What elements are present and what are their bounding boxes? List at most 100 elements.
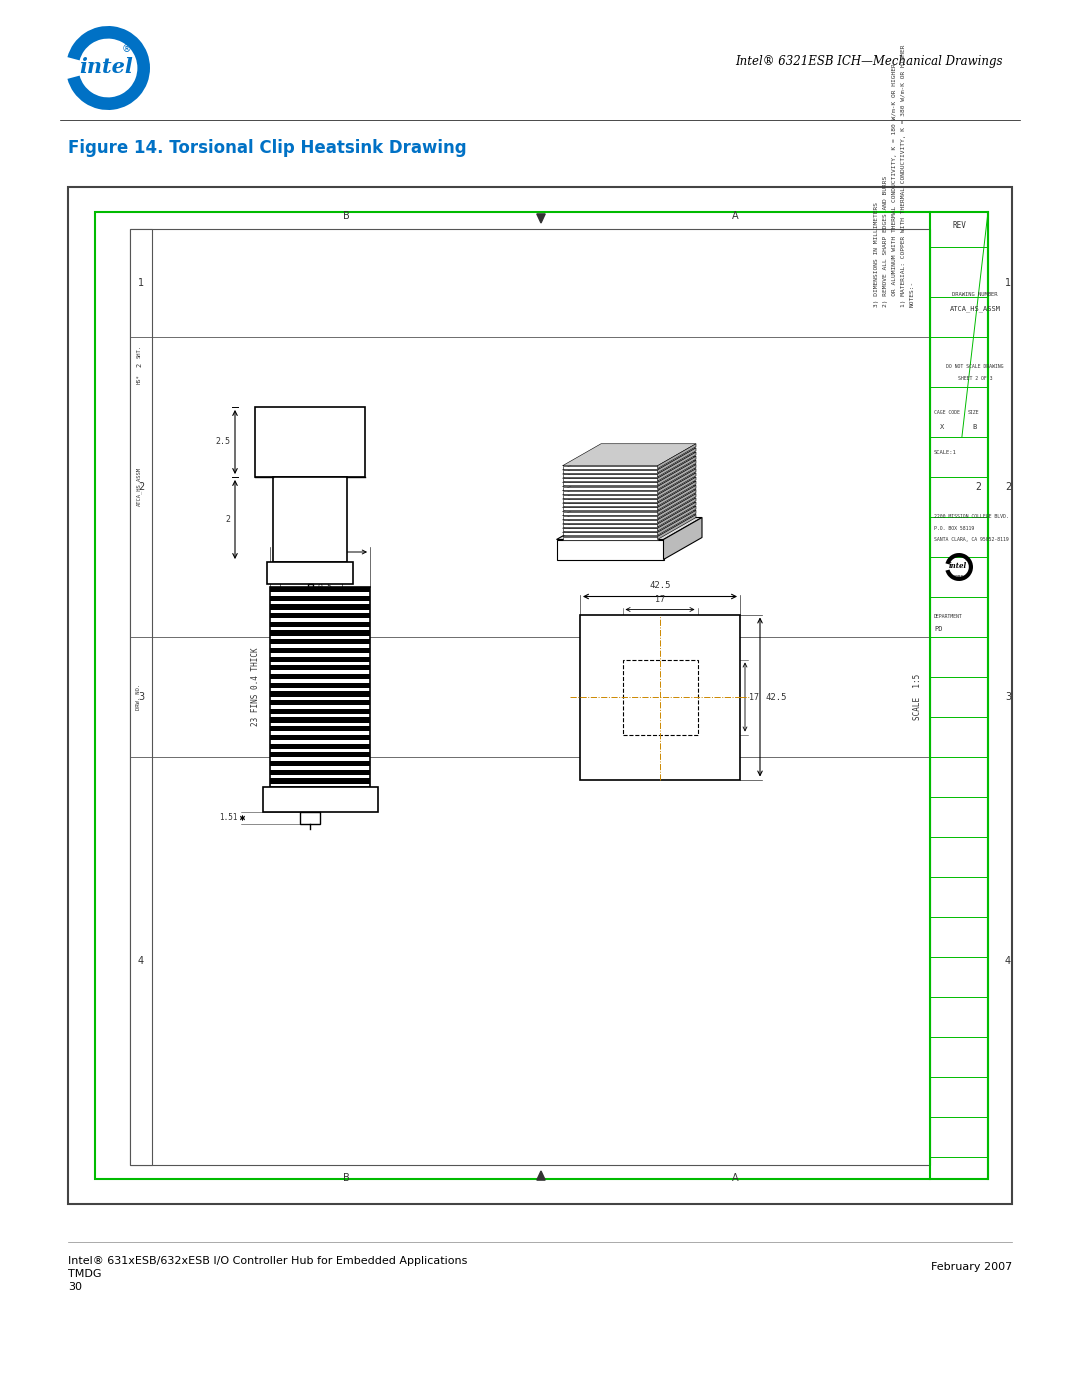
Text: 2.5: 2.5 [215, 437, 230, 447]
Bar [130, 229, 930, 1165]
Polygon shape [563, 502, 696, 524]
Polygon shape [537, 1171, 545, 1180]
Text: 1: 1 [1004, 278, 1011, 288]
Polygon shape [658, 461, 696, 485]
Text: DRAWING NUMBER: DRAWING NUMBER [953, 292, 998, 298]
Polygon shape [563, 524, 658, 527]
Polygon shape [563, 520, 658, 522]
Polygon shape [563, 514, 696, 536]
Bar [270, 587, 370, 787]
Text: SCALE  1:5: SCALE 1:5 [914, 673, 922, 719]
Text: CAGE CODE: CAGE CODE [934, 409, 960, 415]
Bar [270, 743, 370, 749]
Text: 42.5: 42.5 [765, 693, 786, 701]
Polygon shape [658, 502, 696, 527]
Polygon shape [563, 486, 658, 489]
Polygon shape [658, 474, 696, 497]
Polygon shape [563, 457, 696, 478]
Polygon shape [537, 214, 545, 224]
Polygon shape [563, 453, 696, 474]
Bar [270, 592, 370, 595]
Polygon shape [658, 485, 696, 510]
Text: A: A [732, 1173, 739, 1183]
Text: DO NOT SCALE DRAWING: DO NOT SCALE DRAWING [946, 365, 1003, 369]
Polygon shape [563, 469, 696, 490]
Text: Intel® 631xESB/632xESB I/O Controller Hub for Embedded Applications: Intel® 631xESB/632xESB I/O Controller Hu… [68, 1256, 468, 1266]
Text: SIZE: SIZE [968, 409, 980, 415]
Bar [267, 562, 353, 584]
Bar [68, 187, 1012, 1204]
Bar [270, 757, 370, 761]
Bar [270, 784, 370, 787]
Polygon shape [563, 474, 696, 495]
Bar [270, 613, 370, 619]
Text: B: B [972, 425, 976, 430]
Text: OR ALUMINUM WITH THERMAL CONDUCTIVITY, K = 180 W/m-K OR HIGHER: OR ALUMINUM WITH THERMAL CONDUCTIVITY, K… [892, 63, 897, 307]
Text: 42.5: 42.5 [649, 581, 671, 590]
Polygon shape [563, 499, 658, 502]
Polygon shape [563, 532, 658, 535]
Polygon shape [563, 507, 658, 510]
Text: X: X [940, 425, 944, 430]
Bar [270, 687, 370, 692]
Bar [270, 770, 370, 775]
Polygon shape [563, 503, 658, 506]
Bar [270, 601, 370, 605]
Text: February 2007: February 2007 [931, 1261, 1012, 1273]
Text: 23 FINS 0.4 THICK: 23 FINS 0.4 THICK [251, 648, 260, 726]
Polygon shape [563, 515, 658, 518]
Polygon shape [658, 478, 696, 502]
Polygon shape [658, 506, 696, 531]
Bar [270, 700, 370, 705]
Bar [270, 722, 370, 726]
Text: 2: 2 [138, 482, 144, 492]
Polygon shape [658, 510, 696, 535]
Bar [270, 644, 370, 648]
Polygon shape [658, 457, 696, 481]
Bar [270, 605, 370, 609]
Text: DEPARTMENT: DEPARTMENT [934, 615, 962, 619]
Bar [270, 673, 370, 679]
Text: PD: PD [934, 626, 943, 631]
Bar [270, 627, 370, 630]
Bar [270, 726, 370, 732]
Polygon shape [658, 514, 696, 539]
Polygon shape [563, 465, 696, 486]
Polygon shape [563, 444, 696, 465]
Polygon shape [563, 481, 696, 503]
Bar [270, 636, 370, 640]
Bar [270, 587, 370, 592]
Bar [270, 657, 370, 662]
Bar [270, 692, 370, 697]
Text: 0.5: 0.5 [318, 584, 333, 592]
Polygon shape [563, 465, 658, 468]
Polygon shape [563, 489, 696, 511]
Polygon shape [663, 517, 702, 560]
Bar [270, 708, 370, 714]
Bar [270, 619, 370, 622]
Polygon shape [658, 444, 696, 468]
Bar [270, 609, 370, 613]
Text: Intel® 6321ESB ICH—Mechanical Drawings: Intel® 6321ESB ICH—Mechanical Drawings [735, 56, 1002, 68]
Polygon shape [563, 469, 658, 472]
Bar [270, 679, 370, 683]
Text: A: A [732, 211, 739, 221]
Bar [270, 778, 370, 784]
Bar [270, 705, 370, 708]
Bar [270, 622, 370, 627]
Bar [270, 652, 370, 657]
Bar [270, 665, 370, 671]
Bar [270, 714, 370, 718]
Polygon shape [658, 497, 696, 522]
Bar [270, 640, 370, 644]
Bar [270, 766, 370, 770]
Text: NOTES:-: NOTES:- [910, 281, 915, 307]
Text: TMDG: TMDG [68, 1268, 102, 1280]
Text: intel: intel [79, 57, 133, 77]
Text: HS*: HS* [136, 374, 141, 384]
Bar [273, 476, 347, 562]
Text: 1: 1 [138, 278, 144, 288]
Text: 2: 2 [225, 515, 230, 524]
Text: 17: 17 [654, 595, 665, 604]
Bar [270, 735, 370, 740]
